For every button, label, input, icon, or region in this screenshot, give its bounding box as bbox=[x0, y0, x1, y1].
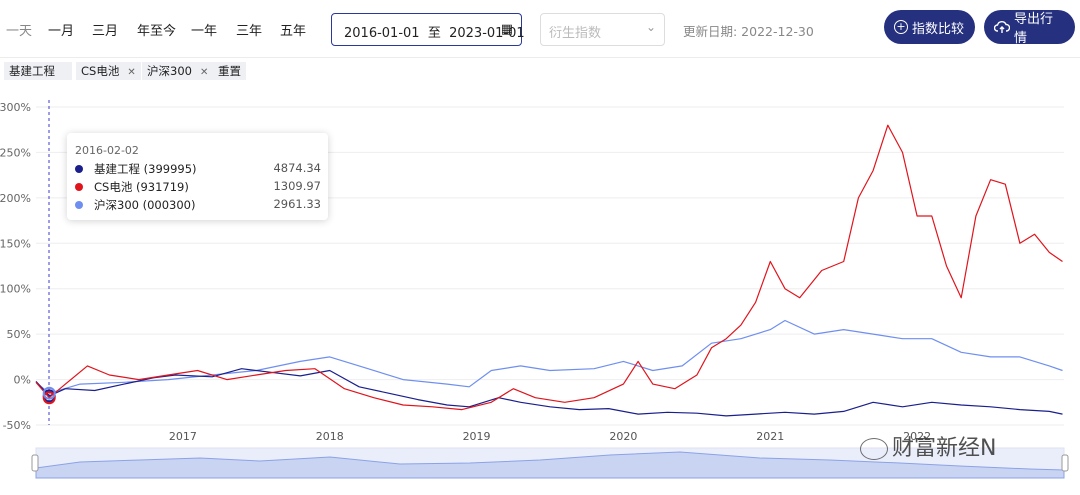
date-separator: 至 bbox=[427, 26, 441, 41]
chevron-down-icon: ⌄ bbox=[645, 20, 656, 34]
y-tick-label: 250% bbox=[0, 146, 31, 159]
tooltip-series-value: 1309.97 bbox=[273, 179, 321, 193]
y-tick-label: 200% bbox=[0, 192, 31, 205]
series-dot bbox=[75, 165, 83, 173]
close-icon[interactable]: ✕ bbox=[199, 67, 209, 78]
x-tick-label: 2022 bbox=[903, 430, 931, 443]
navigator-sparkline bbox=[35, 451, 1065, 479]
toolbar: 一天 一月 三月 年至今 一年 三年 五年 2016-01-01 至 2023-… bbox=[0, 0, 1080, 58]
hover-marker-1 bbox=[42, 391, 56, 405]
tooltip-row: 基建工程 (399995) 4874.34 bbox=[75, 161, 321, 177]
tooltip-series-value: 2961.33 bbox=[273, 197, 321, 211]
tooltip-date: 2016-02-02 bbox=[75, 144, 139, 157]
derived-index-placeholder: 衍生指数 bbox=[549, 26, 602, 41]
y-tick-label: 150% bbox=[0, 237, 31, 250]
tag-label: 基建工程 bbox=[9, 64, 55, 78]
index-compare-label: 指数比较 bbox=[912, 21, 965, 37]
close-icon[interactable]: ✕ bbox=[127, 67, 136, 78]
x-tick-label: 2020 bbox=[609, 430, 637, 443]
tooltip-series-name: CS电池 (931719) bbox=[94, 180, 189, 194]
derived-index-select[interactable]: 衍生指数 ⌄ bbox=[540, 13, 665, 46]
watermark: 财富新经N bbox=[860, 430, 996, 462]
range-1m-button[interactable]: 一月 bbox=[48, 24, 75, 39]
cloud-upload-icon bbox=[994, 20, 1010, 34]
date-range-text: 2016-01-01 至 2023-01-01 bbox=[344, 22, 525, 41]
y-tick-label: -50% bbox=[3, 419, 31, 432]
toolbar-divider bbox=[0, 57, 1080, 58]
tag-label: CS电池 bbox=[81, 64, 120, 78]
date-start: 2016-01-01 bbox=[344, 26, 420, 41]
series-dot bbox=[75, 183, 83, 191]
tooltip-series-name: 沪深300 (000300) bbox=[94, 198, 196, 212]
navigator-right-handle[interactable] bbox=[1061, 454, 1069, 472]
tag-cs-battery[interactable]: CS电池 ✕ bbox=[76, 62, 141, 80]
reset-button[interactable]: 重置 bbox=[213, 62, 246, 80]
range-ytd-button[interactable]: 年至今 bbox=[137, 24, 177, 39]
y-tick-label: 50% bbox=[7, 328, 31, 341]
range-5y-button[interactable]: 五年 bbox=[280, 24, 307, 39]
tooltip-series-value: 4874.34 bbox=[273, 161, 321, 175]
calendar-icon[interactable]: ▦ bbox=[500, 22, 513, 37]
x-tick-label: 2019 bbox=[463, 430, 491, 443]
chart-tooltip: 2016-02-02 基建工程 (399995) 4874.34 CS电池 (9… bbox=[67, 133, 328, 220]
tooltip-series-name: 基建工程 (399995) bbox=[94, 162, 197, 176]
navigator-left-handle[interactable] bbox=[31, 454, 39, 472]
range-3m-button[interactable]: 三月 bbox=[92, 24, 119, 39]
x-tick-label: 2018 bbox=[316, 430, 344, 443]
series-dot bbox=[75, 201, 83, 209]
export-quotes-button[interactable]: 导出行情 bbox=[984, 10, 1075, 46]
range-1d-button[interactable]: 一天 bbox=[6, 24, 33, 39]
series-line-1 bbox=[35, 124, 1063, 411]
x-tick-label: 2017 bbox=[169, 430, 197, 443]
hover-marker-2 bbox=[42, 386, 56, 400]
range-1y-button[interactable]: 一年 bbox=[191, 24, 218, 39]
watermark-text: 财富新经N bbox=[892, 436, 997, 461]
export-quotes-label: 导出行情 bbox=[1014, 12, 1054, 46]
reset-label: 重置 bbox=[218, 64, 241, 78]
range-3y-button[interactable]: 三年 bbox=[236, 24, 263, 39]
update-date-label: 更新日期: 2022-12-30 bbox=[683, 24, 814, 39]
y-tick-label: 100% bbox=[0, 283, 31, 296]
wechat-icon bbox=[860, 438, 888, 460]
tag-label: 沪深300 bbox=[147, 64, 192, 78]
tag-hs300[interactable]: 沪深300 ✕ bbox=[142, 62, 214, 80]
range-navigator[interactable] bbox=[31, 447, 1069, 479]
series-line-0 bbox=[35, 368, 1063, 417]
y-tick-label: 300% bbox=[0, 101, 31, 114]
tag-infrastructure[interactable]: 基建工程 bbox=[4, 62, 72, 80]
tooltip-row: CS电池 (931719) 1309.97 bbox=[75, 179, 321, 195]
date-end: 2023-01-01 bbox=[449, 26, 525, 41]
plus-circle-icon: + bbox=[894, 20, 908, 34]
x-tick-label: 2021 bbox=[756, 430, 784, 443]
series-line-2 bbox=[35, 319, 1063, 394]
date-range-picker[interactable]: 2016-01-01 至 2023-01-01 ▦ bbox=[331, 13, 525, 46]
y-tick-label: 0% bbox=[14, 374, 31, 387]
index-compare-button[interactable]: + 指数比较 bbox=[884, 10, 975, 44]
tooltip-row: 沪深300 (000300) 2961.33 bbox=[75, 197, 321, 213]
